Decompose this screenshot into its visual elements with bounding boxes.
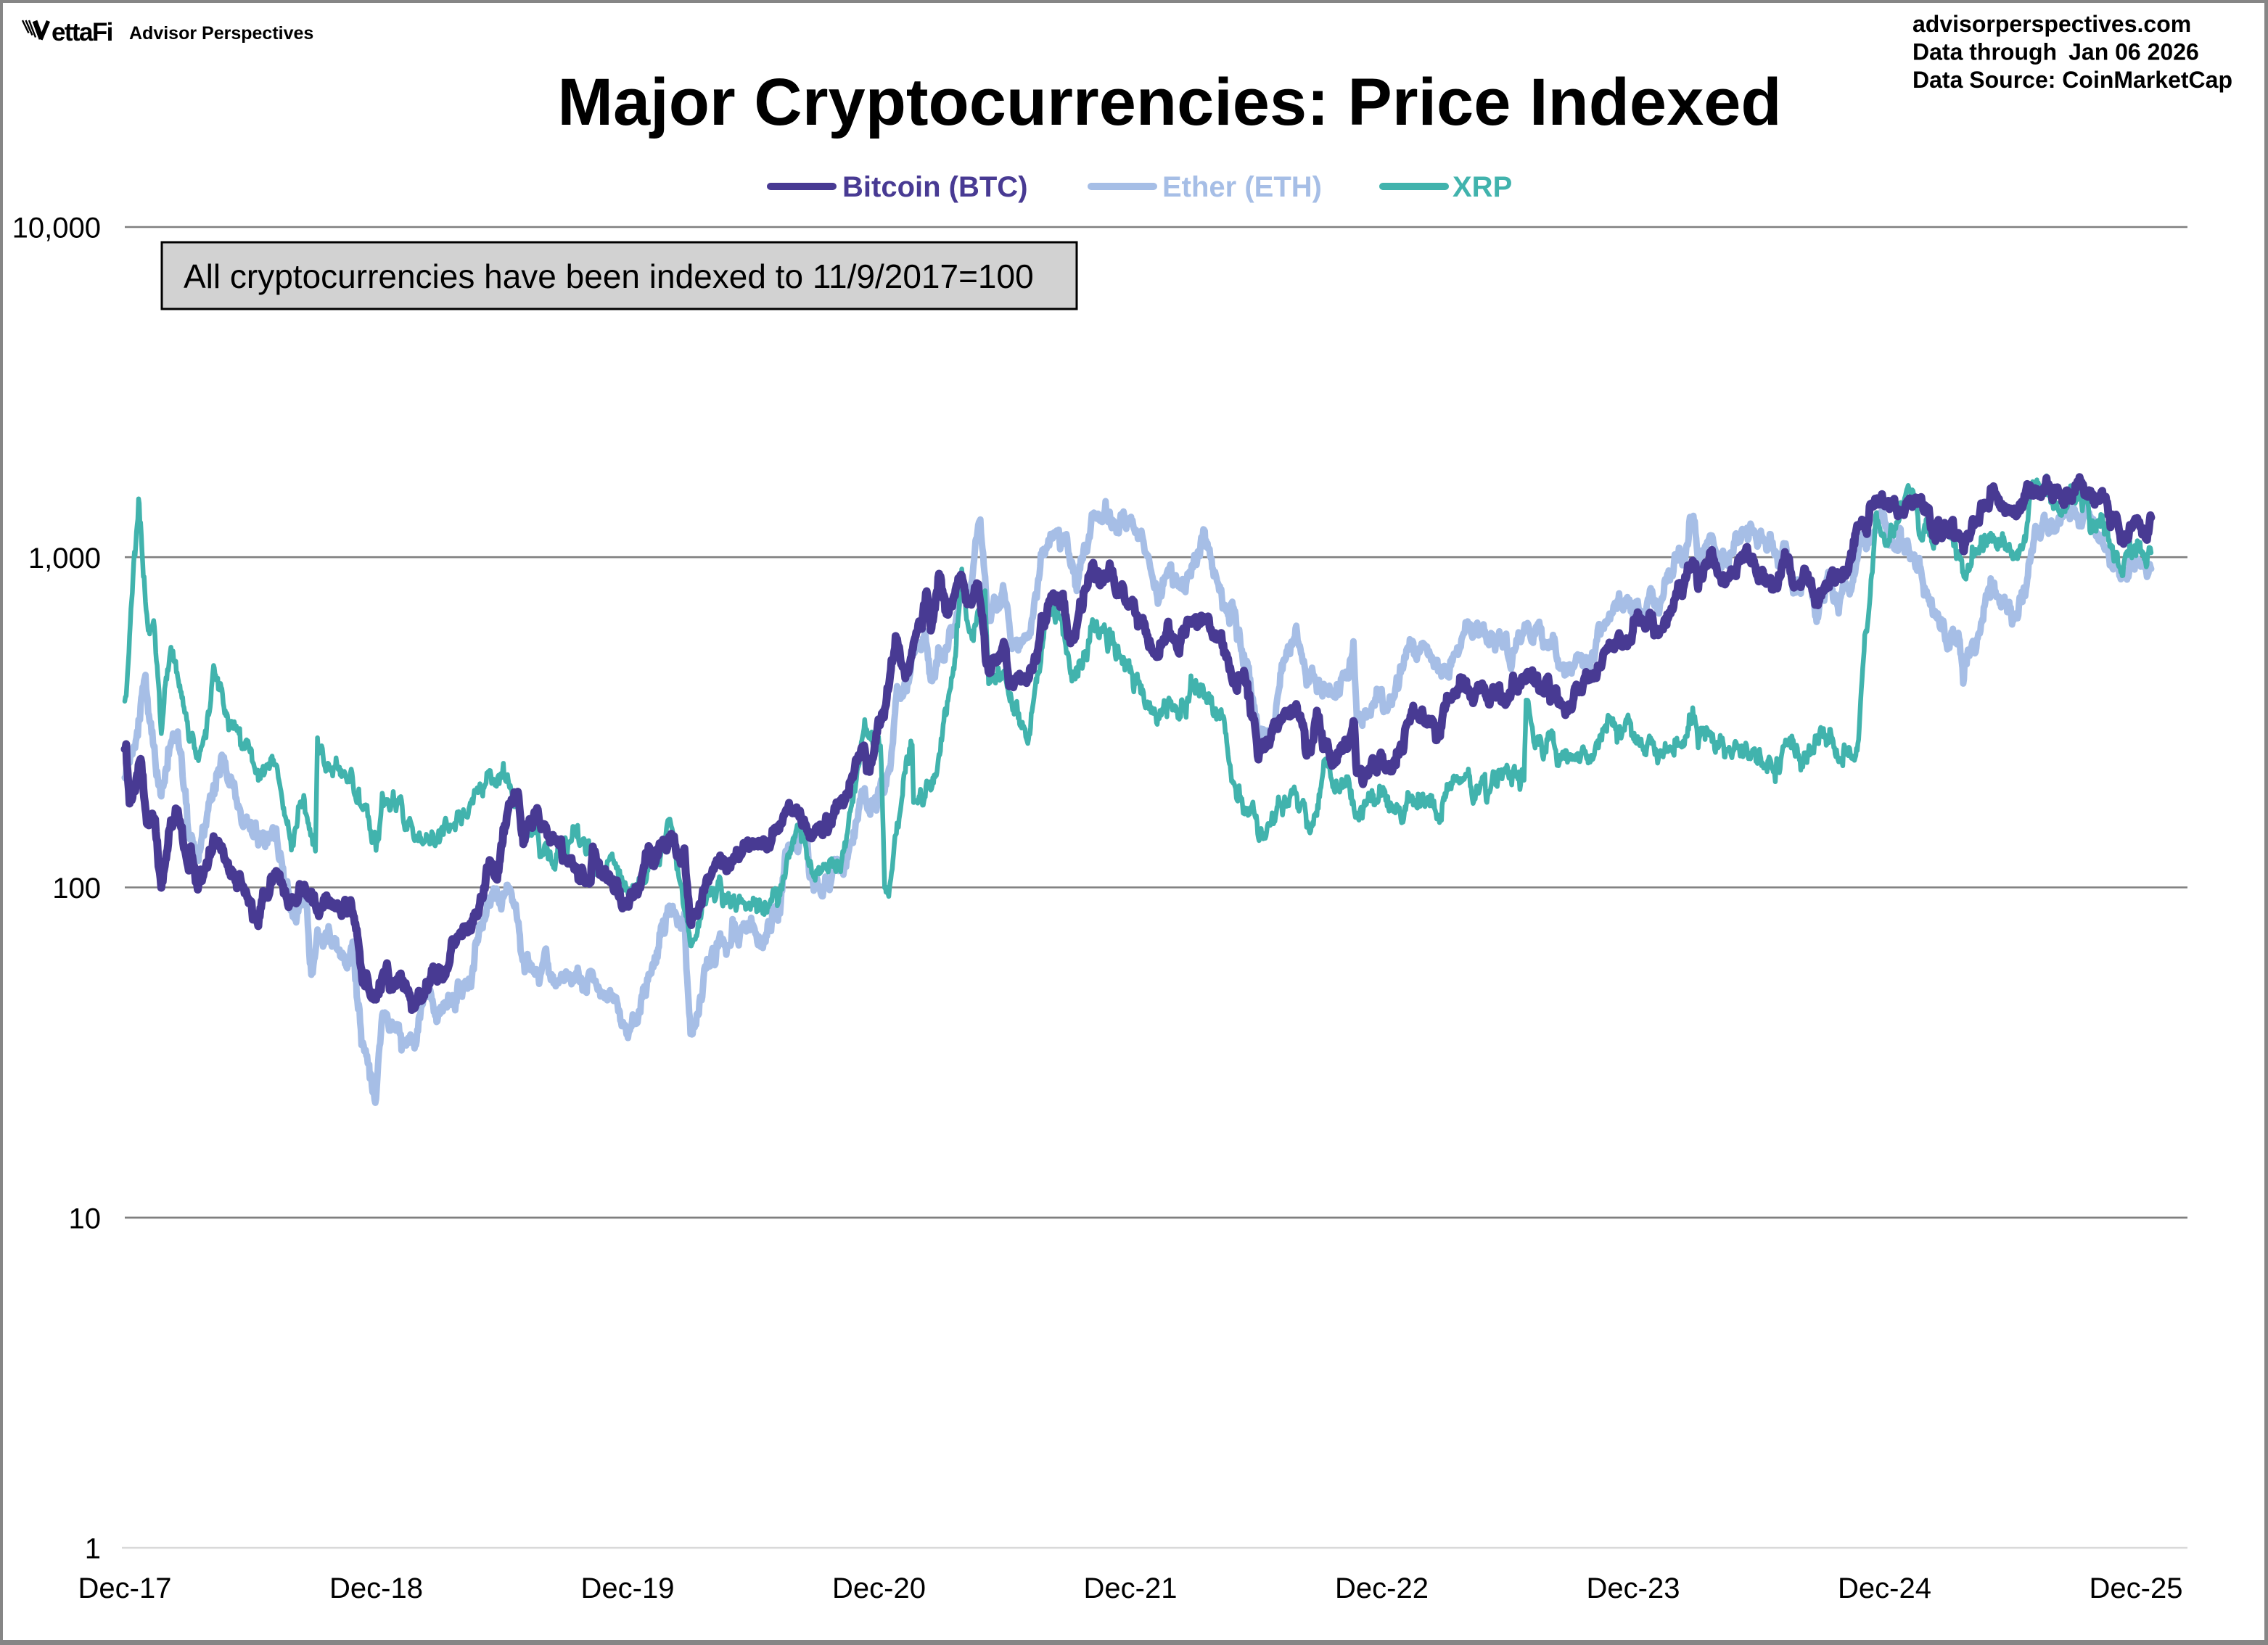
svg-text:advisorperspectives.com: advisorperspectives.com xyxy=(1912,11,2191,37)
svg-text:Dec-22: Dec-22 xyxy=(1335,1572,1429,1604)
svg-text:Major Cryptocurrencies: Price: Major Cryptocurrencies: Price Indexed xyxy=(557,65,1781,139)
svg-text:Dec-23: Dec-23 xyxy=(1587,1572,1680,1604)
svg-text:1: 1 xyxy=(85,1533,101,1565)
svg-text:Dec-19: Dec-19 xyxy=(581,1572,675,1604)
svg-text:Advisor Perspectives: Advisor Perspectives xyxy=(129,23,313,44)
svg-text:Bitcoin (BTC): Bitcoin (BTC) xyxy=(842,171,1028,203)
svg-text:Dec-18: Dec-18 xyxy=(329,1572,423,1604)
svg-text:All cryptocurrencies have been: All cryptocurrencies have been indexed t… xyxy=(184,257,1034,295)
svg-text:Dec-20: Dec-20 xyxy=(832,1572,926,1604)
svg-text:Dec-17: Dec-17 xyxy=(78,1572,172,1604)
svg-text:Ether (ETH): Ether (ETH) xyxy=(1162,171,1322,203)
svg-text:10: 10 xyxy=(69,1203,102,1234)
svg-text:1,000: 1,000 xyxy=(28,543,101,574)
svg-text:ettaFi: ettaFi xyxy=(52,18,112,46)
svg-text:Dec-24: Dec-24 xyxy=(1838,1572,1931,1604)
svg-text:Dec-21: Dec-21 xyxy=(1084,1572,1178,1604)
svg-text:100: 100 xyxy=(52,873,101,904)
svg-text:10,000: 10,000 xyxy=(12,213,101,244)
svg-text:XRP: XRP xyxy=(1453,171,1512,203)
svg-text:Dec-25: Dec-25 xyxy=(2090,1572,2183,1604)
svg-text:Data Source: CoinMarketCap: Data Source: CoinMarketCap xyxy=(1912,67,2232,93)
svg-text:Data through Jan 06 2026: Data through Jan 06 2026 xyxy=(1912,39,2199,65)
